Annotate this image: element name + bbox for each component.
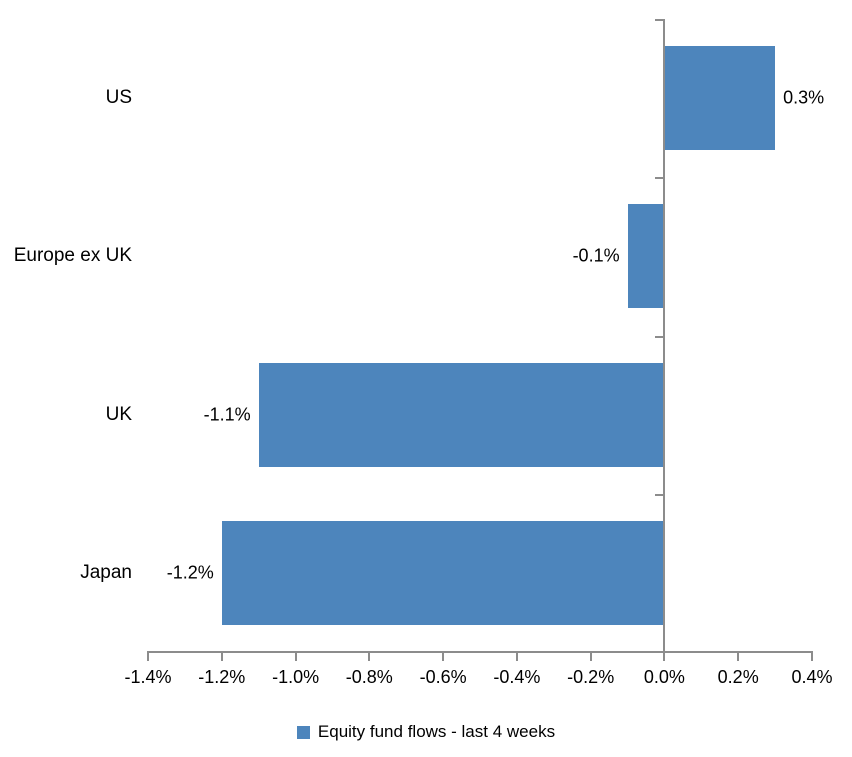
- data-label-europe-ex-uk: -0.1%: [572, 245, 620, 266]
- x-axis-tick-label: -1.4%: [124, 667, 172, 687]
- x-axis-tick-label: 0.2%: [717, 667, 759, 687]
- x-axis-tick-label: -0.4%: [493, 667, 541, 687]
- x-axis-tick-label: -1.0%: [272, 667, 320, 687]
- legend-swatch-icon: [296, 725, 310, 739]
- x-axis-tick-label: 0.0%: [643, 667, 685, 687]
- category-label-europe-ex-uk: Europe ex UK: [13, 245, 132, 267]
- y-axis-tick: [655, 19, 664, 21]
- category-label-uk: UK: [105, 403, 132, 425]
- bar-uk: [258, 362, 665, 467]
- legend: Equity fund flows - last 4 weeks: [0, 721, 852, 743]
- x-axis-tick-label: -1.2%: [198, 667, 246, 687]
- x-axis-tick: [294, 651, 297, 661]
- bar-japan: [221, 520, 665, 625]
- y-axis-tick: [655, 177, 664, 180]
- bar-us: [664, 46, 776, 151]
- x-axis-line: [147, 651, 813, 653]
- x-axis-tick-label: -0.6%: [419, 667, 467, 687]
- y-axis-tick: [655, 493, 664, 496]
- data-label-us: 0.3%: [783, 87, 825, 108]
- x-axis-tick: [737, 651, 740, 661]
- x-axis-tick: [811, 651, 813, 661]
- data-label-uk: -1.1%: [203, 404, 251, 425]
- bar-europe-ex-uk: [627, 204, 665, 309]
- x-axis-tick: [589, 651, 592, 661]
- x-axis-tick: [220, 651, 223, 661]
- x-axis-tick: [442, 651, 445, 661]
- y-axis-tick: [655, 335, 664, 338]
- legend-label: Equity fund flows - last 4 weeks: [317, 722, 556, 741]
- x-axis-tick: [515, 651, 518, 661]
- x-axis-tick: [663, 651, 666, 661]
- y-axis-line: [663, 19, 666, 654]
- x-axis-tick-label: 0.4%: [791, 667, 833, 687]
- category-label-us: US: [105, 87, 132, 109]
- x-axis-tick-label: -0.2%: [567, 667, 615, 687]
- data-label-japan: -1.2%: [166, 562, 214, 583]
- category-label-japan: Japan: [80, 561, 132, 583]
- x-axis-tick-label: -0.8%: [345, 667, 393, 687]
- x-axis-tick: [368, 651, 371, 661]
- x-axis-tick: [147, 651, 149, 661]
